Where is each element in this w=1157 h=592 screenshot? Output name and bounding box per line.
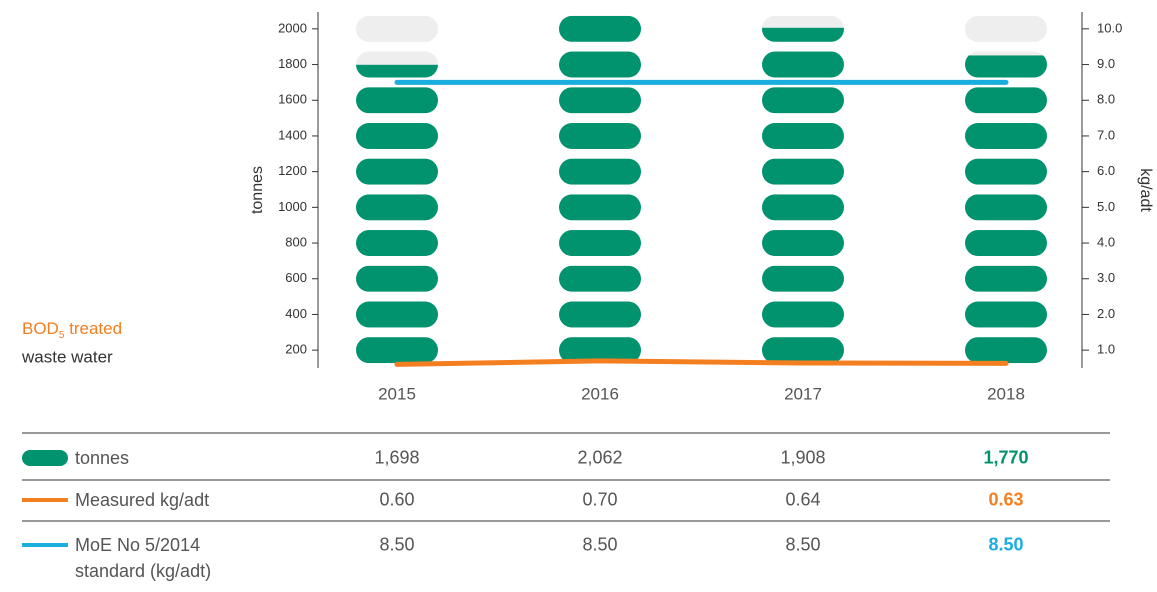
pill-fill [762,158,844,185]
pill-fill [762,301,844,328]
y2-tick-label: 1.0 [1097,342,1115,357]
annotation-sub: 5 [59,330,65,341]
pill-fill [559,51,641,78]
y2-tick-label: 7.0 [1097,127,1115,142]
pill-bar [356,15,438,364]
annotation-text: treated [64,319,122,338]
pill-fill [965,301,1047,328]
x-tick-label: 2016 [581,384,619,403]
pill-fill [559,87,641,114]
pill-fill [965,194,1047,221]
pill-fill [965,158,1047,185]
y-tick-label: 1200 [278,163,307,178]
pill-fill [965,230,1047,257]
y-tick-label: 2000 [278,20,307,35]
pill-fill [762,337,844,364]
y2-axis-label: kg/adt [1137,168,1154,212]
table-value: 0.63 [988,489,1024,510]
x-tick-label: 2018 [987,384,1025,403]
pill-fill [356,301,438,328]
legend-label: MoE No 5/2014 standard (kg/adt) [75,535,212,581]
pill-fill [965,122,1047,149]
pill-bar [762,15,844,364]
legend-label: tonnes [75,448,130,468]
pill-fill [762,51,844,78]
pill-fill [559,301,641,328]
annotation-text: BOD [22,319,59,338]
table-value: 8.50 [988,534,1024,555]
pill-bar [559,15,641,364]
table-value: 2,062 [577,447,623,468]
pill-fill [356,337,438,364]
y-tick-label: 200 [285,342,307,357]
pill-fill [965,87,1047,114]
pill-fill [559,122,641,149]
table-value: 8.50 [582,534,618,555]
pill-fill [559,230,641,257]
y-tick-label: 800 [285,234,307,249]
pill-fill [356,122,438,149]
x-tick-label: 2017 [784,384,822,403]
x-tick-label: 2015 [378,384,416,403]
pill-fill [559,265,641,292]
pill-fill [762,194,844,221]
pill-fill [356,230,438,257]
y2-tick-label: 3.0 [1097,270,1115,285]
y-tick-label: 400 [285,306,307,321]
y2-tick-label: 8.0 [1097,92,1115,107]
line [394,358,1009,367]
y2-tick-label: 6.0 [1097,163,1115,178]
pill-fill [559,158,641,185]
y2-tick-label: 5.0 [1097,199,1115,214]
table-value: 1,770 [983,447,1029,468]
y2-tick-label: 2.0 [1097,306,1115,321]
pill-bar [965,15,1047,364]
pill-fill [356,194,438,221]
pill-fill [965,265,1047,292]
pill-empty [356,15,438,42]
y-tick-label: 1400 [278,127,307,142]
table-value: 0.60 [379,489,415,510]
y-tick-label: 1800 [278,56,307,71]
pill-fill [559,15,641,42]
table-value: 1,698 [374,447,420,468]
annotation: waste water [21,347,113,366]
y2-tick-label: 9.0 [1097,56,1115,71]
y-tick-label: 1600 [278,92,307,107]
pill-fill [965,55,1047,78]
legend-label: Measured kg/adt [75,490,210,510]
pill-fill [356,64,438,78]
y-axis-label: tonnes [249,166,266,214]
pill-fill [762,27,844,42]
pill-fill [356,87,438,114]
y-tick-label: 600 [285,270,307,285]
table-value: 8.50 [379,534,415,555]
pill-fill [762,230,844,257]
y-tick-label: 1000 [278,199,307,214]
pill-fill [356,158,438,185]
pill-fill [965,337,1047,364]
y2-tick-label: 4.0 [1097,234,1115,249]
pill-empty [965,15,1047,42]
annotation: BOD5 treated [22,319,122,340]
table-value: 0.70 [582,489,618,510]
table-value: 0.64 [785,489,821,510]
y2-tick-label: 10.0 [1097,20,1122,35]
table-value: 8.50 [785,534,821,555]
pill-fill [559,194,641,221]
legend-swatch [22,450,68,466]
pill-fill [762,87,844,114]
pill-fill [762,265,844,292]
pill-fill [762,122,844,149]
pill-fill [356,265,438,292]
table-value: 1,908 [780,447,826,468]
